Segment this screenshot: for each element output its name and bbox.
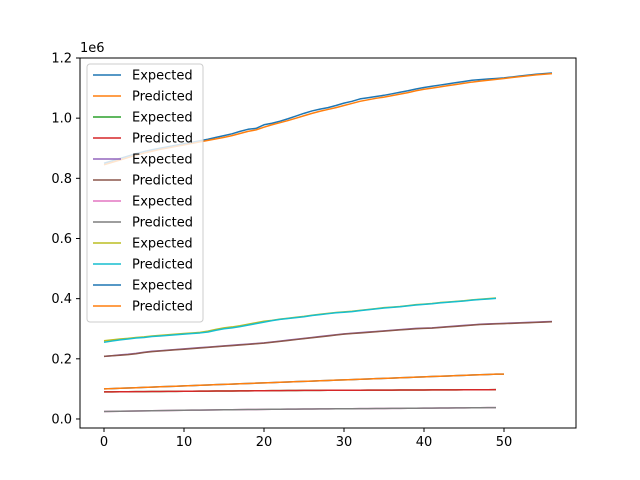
- legend-label-3: Expected: [132, 111, 193, 126]
- x-tick-label: 0: [100, 435, 108, 450]
- legend-label-10: Predicted: [132, 258, 193, 273]
- series-line-8: [103, 406, 497, 413]
- x-tick-label: 50: [496, 435, 513, 450]
- y-tick-label: 0.8: [51, 172, 72, 187]
- series-line-12: [103, 373, 504, 390]
- series-layer: [103, 72, 553, 413]
- y-offset-label: 1e6: [80, 41, 105, 56]
- legend-label-2: Predicted: [132, 90, 193, 105]
- x-tick-label: 10: [176, 435, 193, 450]
- legend-label-8: Predicted: [132, 216, 193, 231]
- y-tick-label: 0.6: [51, 232, 72, 247]
- series-line-4: [103, 388, 497, 393]
- legend-label-1: Expected: [132, 69, 193, 84]
- series-line-10: [103, 297, 497, 344]
- y-tick-label: 0.2: [51, 352, 72, 367]
- legend-label-9: Expected: [132, 237, 193, 252]
- y-tick-label: 1.2: [51, 52, 72, 67]
- x-tick-label: 20: [256, 435, 273, 450]
- series-line-6: [103, 321, 553, 358]
- legend-label-4: Predicted: [132, 132, 193, 147]
- x-tick-label: 40: [416, 435, 433, 450]
- x-tick-label: 30: [336, 435, 353, 450]
- y-axis: 0.0 0.2 0.4 0.6 0.8 1.0 1.2: [51, 52, 80, 427]
- legend-label-11: Expected: [132, 279, 193, 294]
- legend-label-12: Predicted: [132, 300, 193, 315]
- legend-label-5: Expected: [132, 153, 193, 168]
- legend: Expected Predicted Expected Predicted Expect…: [86, 63, 204, 323]
- plot-frame: [79, 57, 577, 429]
- legend-box: [86, 63, 204, 323]
- y-tick-label: 1.0: [51, 112, 72, 127]
- y-tick-label: 0.0: [51, 412, 72, 427]
- legend-label-7: Expected: [132, 195, 193, 210]
- y-tick-label: 0.4: [51, 292, 72, 307]
- legend-label-6: Predicted: [132, 174, 193, 189]
- x-axis: 0 10 20 30 40 50: [100, 428, 512, 450]
